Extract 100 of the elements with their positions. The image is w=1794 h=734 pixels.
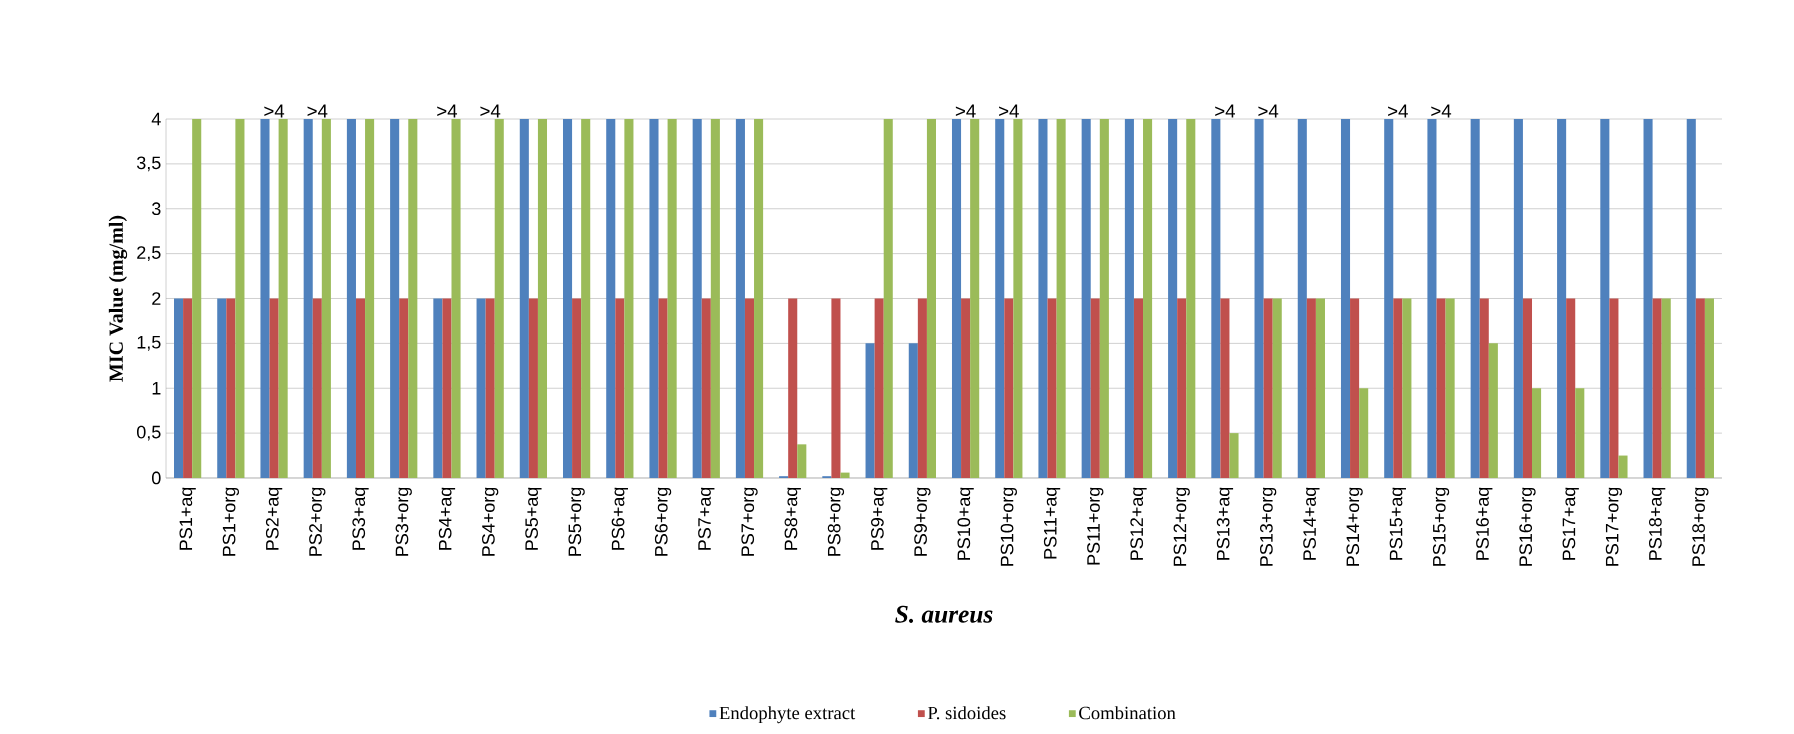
bar <box>701 298 711 478</box>
annotation: >4 <box>1215 104 1236 118</box>
x-tick-label: PS1+org <box>222 487 240 556</box>
bar <box>874 298 884 478</box>
bar <box>1609 298 1619 478</box>
x-tick-label: PS18+org <box>1692 487 1709 566</box>
x-tick-label: PS15+org <box>1432 487 1450 566</box>
annotation: >4 <box>1431 104 1452 118</box>
bar <box>1359 388 1369 478</box>
bar <box>735 119 745 478</box>
bar <box>1133 298 1144 478</box>
bar <box>1427 119 1437 478</box>
bar <box>1186 119 1196 478</box>
bar <box>303 119 313 478</box>
bar <box>519 119 529 478</box>
y-tick-label: 0,5 <box>136 425 161 441</box>
bar <box>537 119 548 478</box>
y-tick-label: 3 <box>151 202 161 216</box>
bar <box>1220 298 1230 478</box>
bar <box>174 298 184 478</box>
x-tick-label: PS5+org <box>568 487 585 556</box>
bar <box>442 298 452 478</box>
legend-label: Endophyte extract <box>719 706 856 724</box>
bar <box>1384 119 1394 478</box>
bar <box>1350 298 1360 478</box>
bar <box>951 119 962 478</box>
bar <box>1643 119 1653 478</box>
bar <box>1445 298 1455 478</box>
annotation: >4 <box>955 104 976 118</box>
legend-label: Combination <box>1079 706 1176 720</box>
bar <box>1488 343 1498 478</box>
bar <box>883 119 893 478</box>
bar <box>1177 298 1187 478</box>
bar <box>788 298 798 478</box>
x-tick-label: PS1+aq <box>179 487 196 550</box>
bar <box>485 298 495 478</box>
bar <box>1056 119 1066 478</box>
x-tick-label: PS4+org <box>482 487 499 556</box>
x-tick-label: PS17+aq <box>1562 487 1579 560</box>
x-tick-label: PS4+aq <box>438 487 456 550</box>
x-tick-label: PS2+aq <box>265 487 283 550</box>
x-tick-label: PS7+org <box>741 487 758 556</box>
bar <box>1522 298 1533 478</box>
bar <box>917 298 927 478</box>
x-tick-label: PS10+aq <box>957 487 974 560</box>
bar <box>1470 119 1480 478</box>
bar <box>1272 298 1282 478</box>
x-tick-label: PS12+aq <box>1130 487 1147 560</box>
bar <box>1229 433 1239 478</box>
x-tick-label: PS16+aq <box>1476 487 1493 560</box>
x-tick-label: PS2+org <box>309 487 326 556</box>
bar <box>528 298 538 478</box>
bar <box>312 298 322 478</box>
x-tick-label: PS11+org <box>1087 487 1104 565</box>
bar <box>476 298 486 478</box>
x-tick-label: PS12+org <box>1173 487 1190 566</box>
bar <box>744 298 755 478</box>
y-tick-label: 2 <box>152 292 161 305</box>
bar <box>1124 119 1134 478</box>
bar <box>346 119 356 478</box>
x-tick-label: PS8+aq <box>784 487 801 550</box>
bar <box>1004 298 1014 478</box>
bar <box>1143 119 1153 478</box>
bar <box>831 298 841 478</box>
bar <box>1081 119 1091 478</box>
bar <box>1297 119 1307 478</box>
x-axis-title: S. aureus <box>895 605 993 623</box>
bar <box>1254 119 1264 478</box>
bar <box>399 298 409 478</box>
bar <box>1393 298 1403 478</box>
y-tick-label: 1 <box>152 382 161 395</box>
annotation: >4 <box>264 104 285 118</box>
bar <box>658 298 668 478</box>
x-tick-label: PS13+aq <box>1216 487 1234 560</box>
bar <box>1652 298 1662 478</box>
bar <box>667 119 677 478</box>
bar <box>408 119 418 478</box>
x-tick-label: PS5+aq <box>525 487 542 550</box>
legend-label: P. sidoides <box>927 706 1006 720</box>
y-tick-label: 1,5 <box>137 336 161 351</box>
annotation: >4 <box>437 104 458 118</box>
bar <box>840 472 850 478</box>
y-tick-label: 4 <box>151 112 161 126</box>
bar <box>192 119 202 478</box>
bar <box>1575 388 1585 478</box>
bar <box>217 298 227 478</box>
x-tick-label: PS15+aq <box>1389 487 1406 560</box>
bar <box>260 119 270 478</box>
bar <box>321 119 331 478</box>
x-tick-label: PS14+aq <box>1303 487 1320 560</box>
bar <box>624 119 634 478</box>
bar <box>1686 119 1696 478</box>
bar <box>1704 298 1714 478</box>
x-tick-label: PS10+org <box>1000 487 1017 566</box>
x-tick-label: PS3+aq <box>352 487 369 550</box>
bar <box>1402 298 1412 478</box>
bar <box>1661 298 1671 478</box>
bar <box>1090 298 1100 478</box>
bar <box>1211 119 1221 478</box>
bar <box>1557 119 1567 478</box>
